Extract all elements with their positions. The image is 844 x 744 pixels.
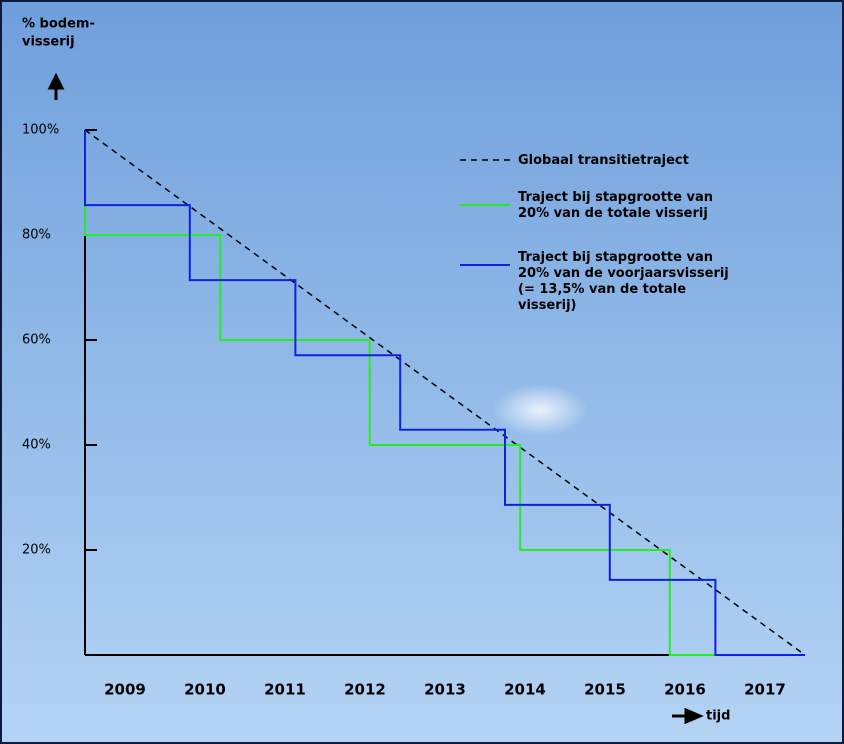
- x-tick-label: 2012: [344, 681, 386, 699]
- x-tick-label: 2017: [744, 681, 786, 699]
- legend-label-line: visserij): [518, 298, 577, 313]
- legend-label: Globaal transitietraject: [518, 153, 689, 168]
- legend-label-line: Traject bij stapgrootte van: [518, 250, 713, 265]
- y-tick-label: 100%: [22, 123, 59, 138]
- background: [0, 0, 844, 744]
- x-tick-label: 2016: [664, 681, 706, 699]
- legend-label-line: (= 13,5% van de totale: [518, 282, 686, 297]
- y-tick-label: 20%: [22, 543, 51, 558]
- x-axis-label: tijd: [706, 709, 730, 724]
- legend-label-line: 20% van de voorjaarsvisserij: [518, 266, 729, 281]
- y-axis-label: visserij: [22, 35, 75, 50]
- legend-label-line: 20% van de totale visserij: [518, 206, 708, 221]
- legend-label-line: Traject bij stapgrootte van: [518, 190, 713, 205]
- x-tick-label: 2015: [584, 681, 626, 699]
- y-axis-label: % bodem-: [22, 17, 95, 32]
- x-tick-label: 2009: [104, 681, 146, 699]
- y-tick-label: 40%: [22, 438, 51, 453]
- x-tick-label: 2013: [424, 681, 466, 699]
- chart: % bodem-visserij 20% 40% 60% 80% 100% 2009 2010…: [0, 0, 844, 744]
- legend-label-line: Globaal transitietraject: [518, 153, 689, 168]
- cloud: [492, 384, 588, 436]
- y-tick-label: 60%: [22, 333, 51, 348]
- x-tick-label: 2011: [264, 681, 306, 699]
- x-tick-label: 2010: [184, 681, 226, 699]
- y-tick-label: 80%: [22, 228, 51, 243]
- x-tick-label: 2014: [504, 681, 546, 699]
- page: {"chart_data": { "type": "line", "ylabel…: [0, 0, 844, 744]
